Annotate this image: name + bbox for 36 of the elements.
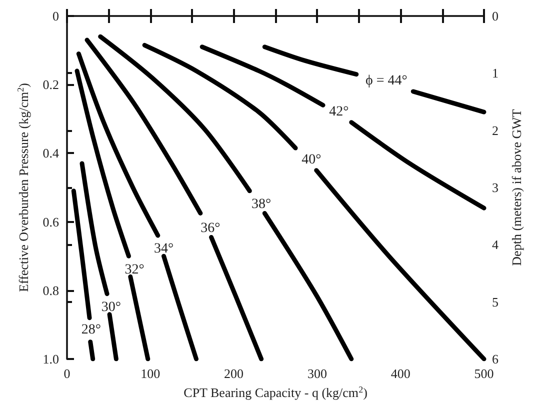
y2-tick-label: 3 bbox=[492, 180, 498, 195]
y2-tick-label: 2 bbox=[492, 122, 498, 138]
x-tick-label: 0 bbox=[64, 366, 70, 381]
y2-axis-title: Depth (meters) if above GWT bbox=[509, 109, 524, 266]
x-tick-label: 500 bbox=[474, 366, 494, 381]
y-tick-label: 1.0 bbox=[42, 352, 59, 366]
line-series bbox=[76, 51, 160, 238]
y-tick-label: 0 bbox=[52, 8, 59, 24]
line-series bbox=[142, 42, 298, 150]
annotation: 28° bbox=[81, 322, 101, 338]
annotation: 42° bbox=[329, 104, 349, 120]
y2-tick-label: 0 bbox=[492, 8, 498, 24]
annotation: 34° bbox=[154, 242, 174, 257]
y-tick-label: 0.2 bbox=[42, 77, 59, 92]
annotation: 32° bbox=[124, 262, 144, 278]
annotation: 30° bbox=[101, 300, 122, 316]
annotation: 38° bbox=[252, 197, 272, 212]
y2-tick-label: 1 bbox=[492, 66, 498, 81]
y-tick-label: 0.6 bbox=[42, 214, 60, 230]
line-series bbox=[74, 68, 131, 258]
y-axis-title: Effective Overburden Pressure (kg/cm2) bbox=[16, 83, 31, 292]
y2-tick-label: 5 bbox=[492, 294, 498, 310]
x-tick-label: 300 bbox=[307, 366, 327, 381]
x-tick-label: 200 bbox=[224, 366, 244, 381]
annotation: 40° bbox=[302, 152, 322, 168]
x-tick-label: 100 bbox=[140, 366, 160, 381]
y-tick-label: 0.8 bbox=[42, 282, 59, 298]
line-series bbox=[200, 44, 326, 108]
line-series bbox=[84, 38, 203, 216]
x-tick-label: 400 bbox=[390, 366, 410, 381]
annotation: ϕ = 44° bbox=[365, 74, 408, 89]
y2-tick-label: 6 bbox=[492, 352, 499, 366]
line-series bbox=[98, 34, 252, 194]
y-tick-label: 0.4 bbox=[42, 146, 60, 161]
y2-tick-label: 4 bbox=[492, 237, 499, 252]
annotation: 36° bbox=[200, 221, 220, 236]
